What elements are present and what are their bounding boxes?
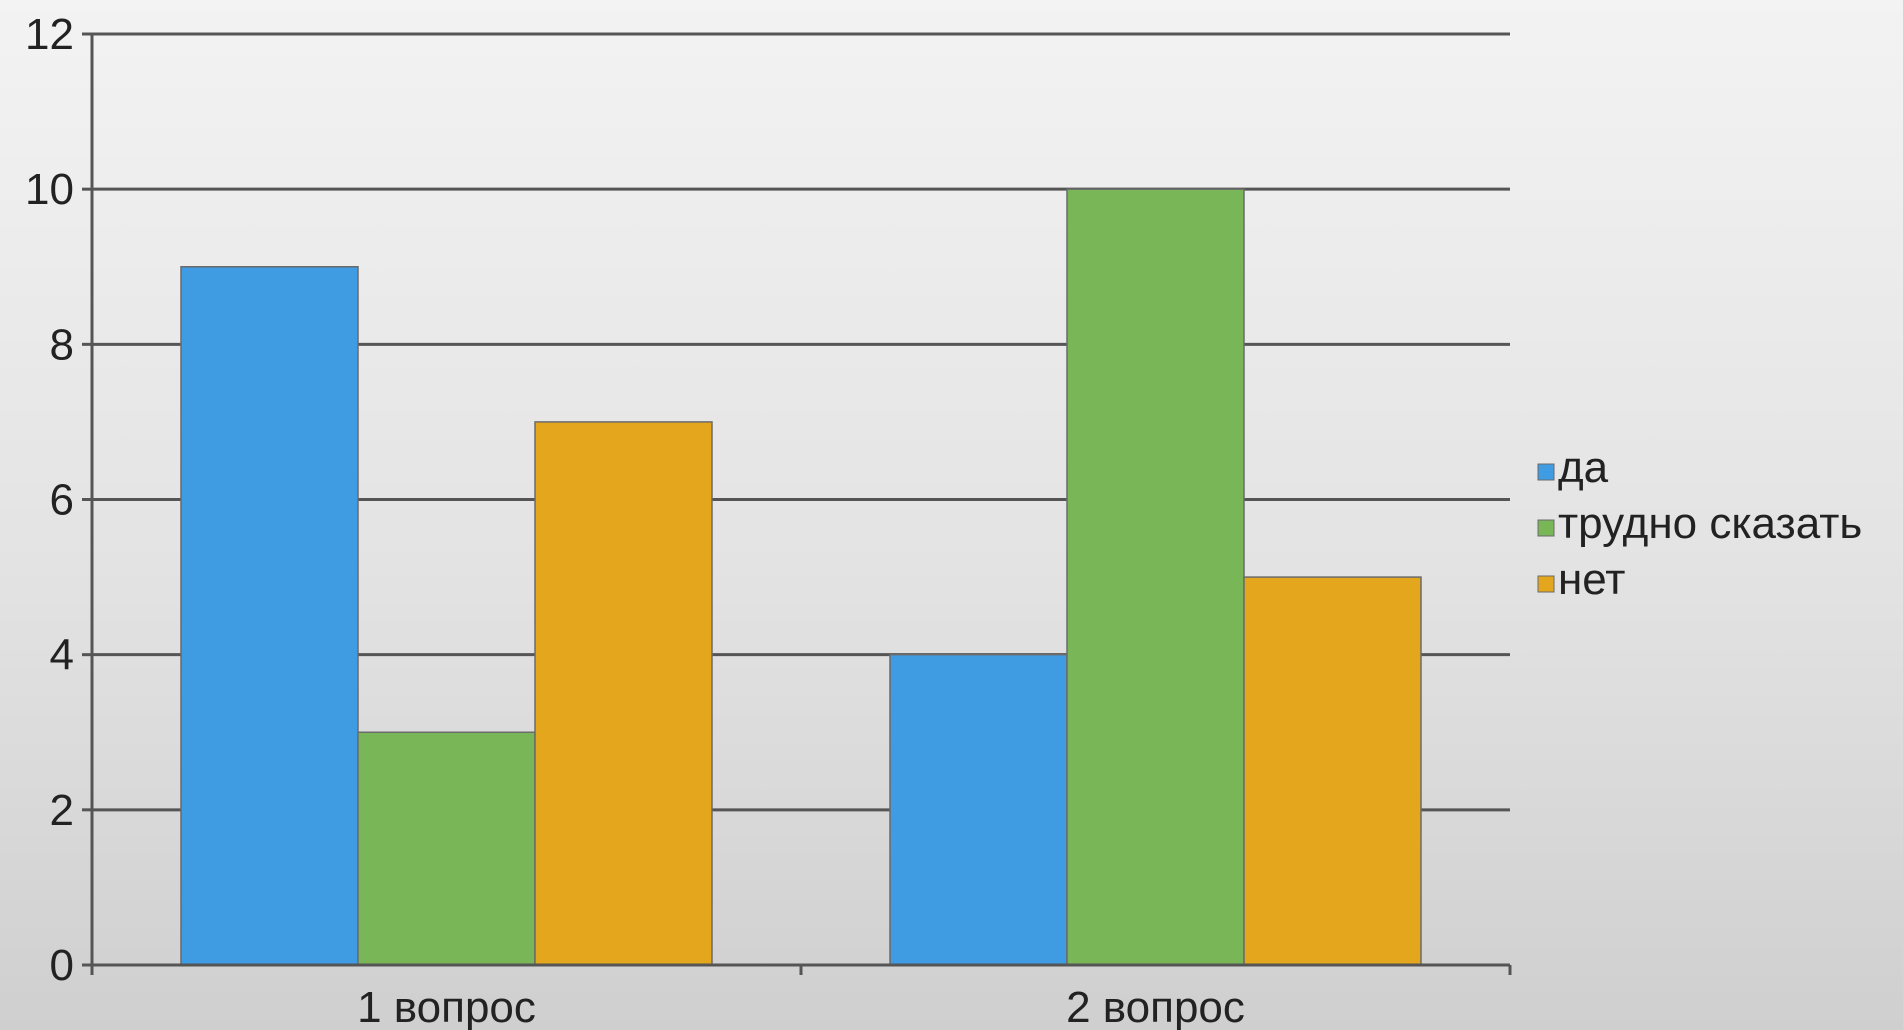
legend-swatch (1537, 463, 1555, 481)
legend-swatch (1537, 519, 1555, 537)
y-tick-label: 2 (50, 786, 74, 835)
y-tick-label: 12 (25, 10, 74, 59)
bar-2-2 (1066, 188, 1245, 966)
bar-1-1 (180, 266, 359, 966)
bars (180, 188, 1422, 966)
bar-3-2 (1243, 576, 1422, 966)
axes (82, 32, 1512, 975)
x-tick-label: 2 вопрос (1066, 983, 1245, 1030)
legend: да трудно сказать нет (1537, 443, 1862, 604)
y-tick-labels: 0 2 4 6 8 10 12 (25, 10, 74, 990)
x-tick-labels: 1 вопрос 2 вопрос (357, 983, 1245, 1030)
y-tick-label: 0 (50, 941, 74, 990)
bar-3-1 (534, 421, 713, 966)
bar-1-2 (889, 653, 1068, 966)
y-tick-label: 10 (25, 165, 74, 214)
legend-swatch (1537, 575, 1555, 593)
y-tick-label: 4 (50, 631, 74, 680)
y-tick-label: 8 (50, 320, 74, 369)
legend-label: да (1558, 443, 1609, 492)
x-tick-label: 1 вопрос (357, 983, 536, 1030)
bar-2-1 (357, 731, 536, 966)
legend-label: нет (1558, 555, 1625, 604)
legend-label: трудно сказать (1558, 499, 1862, 548)
y-tick-label: 6 (50, 476, 74, 525)
